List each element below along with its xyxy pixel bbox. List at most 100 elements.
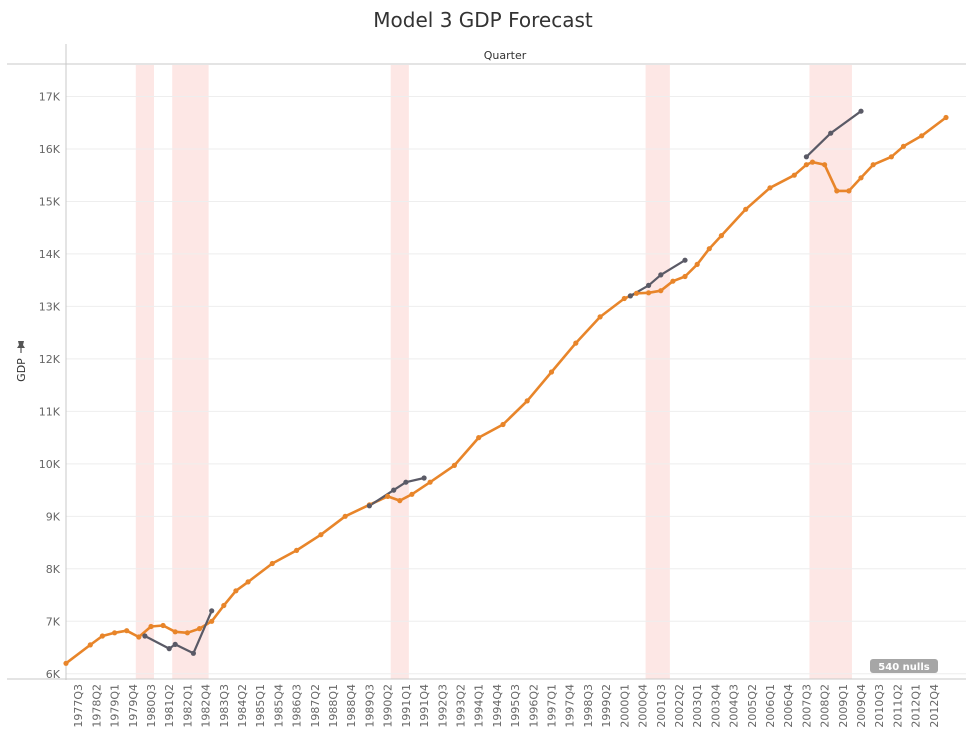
data-point[interactable] (803, 162, 810, 168)
data-point[interactable] (99, 633, 105, 639)
x-tick-label: 2010Q3 (873, 684, 886, 728)
data-point[interactable] (943, 114, 949, 121)
data-point[interactable] (421, 475, 427, 481)
data-point[interactable] (834, 188, 840, 194)
data-point[interactable] (846, 188, 852, 194)
data-point[interactable] (500, 421, 506, 428)
data-point[interactable] (822, 162, 828, 168)
data-point[interactable] (633, 290, 640, 296)
data-point[interactable] (87, 642, 93, 648)
x-tick-label: 1991Q4 (418, 684, 431, 728)
x-tick-label: 1990Q2 (382, 684, 395, 728)
x-tick-label: 1994Q1 (473, 684, 486, 728)
y-tick-label: 9K (46, 510, 61, 523)
y-axis-title: GDP (15, 358, 28, 382)
data-point[interactable] (791, 172, 797, 178)
data-point[interactable] (294, 547, 300, 554)
data-point[interactable] (658, 272, 664, 278)
data-point[interactable] (627, 293, 634, 299)
y-tick-label: 7K (46, 615, 61, 628)
data-point[interactable] (524, 398, 530, 404)
data-point[interactable] (397, 498, 403, 504)
data-point[interactable] (391, 487, 397, 493)
data-point[interactable] (888, 154, 895, 160)
data-point[interactable] (63, 660, 69, 666)
data-point[interactable] (573, 340, 579, 346)
x-tick-label: 1988Q1 (327, 684, 340, 728)
data-point[interactable] (148, 623, 154, 630)
x-tick-labels: 1977Q3 1978Q2 1979Q1 1979Q4 1980Q3 1981Q2 1982… (72, 684, 941, 728)
data-point[interactable] (718, 233, 725, 239)
data-point[interactable] (858, 108, 864, 114)
data-point[interactable] (318, 532, 324, 538)
x-tick-label: 1995Q3 (509, 684, 522, 728)
x-tick-label: 1996Q2 (527, 684, 540, 728)
x-tick-label: 2004Q3 (728, 684, 741, 728)
data-point[interactable] (451, 462, 457, 468)
data-point[interactable] (124, 628, 130, 634)
data-point[interactable] (221, 602, 227, 609)
data-point[interactable] (621, 295, 627, 302)
data-point[interactable] (172, 629, 178, 635)
x-tick-label: 1982Q4 (200, 684, 213, 728)
x-tick-label: 1986Q3 (291, 684, 304, 728)
data-point[interactable] (209, 608, 215, 614)
data-point[interactable] (919, 133, 925, 139)
data-point[interactable] (476, 435, 482, 441)
x-tick-label: 2011Q2 (891, 684, 904, 728)
x-tick-label: 1982Q1 (181, 684, 194, 728)
data-point[interactable] (160, 622, 166, 629)
data-point[interactable] (385, 493, 391, 499)
data-point[interactable] (136, 634, 142, 640)
data-point[interactable] (803, 154, 810, 160)
data-point[interactable] (403, 479, 409, 485)
data-point[interactable] (767, 185, 773, 191)
nulls-badge[interactable]: 540 nulls (870, 659, 938, 673)
data-point[interactable] (646, 290, 652, 296)
data-point[interactable] (245, 579, 251, 585)
data-point[interactable] (694, 261, 700, 267)
x-tick-label: 1992Q3 (436, 684, 449, 728)
data-point[interactable] (670, 278, 676, 284)
data-point[interactable] (682, 273, 688, 280)
data-point[interactable] (209, 618, 215, 624)
data-point[interactable] (142, 633, 148, 639)
x-tick-label: 1989Q3 (363, 684, 376, 728)
y-tick-label: 12K (39, 353, 61, 366)
x-tick-label: 2002Q2 (673, 684, 686, 728)
data-point[interactable] (184, 630, 190, 636)
data-point[interactable] (743, 206, 749, 212)
recession-band (172, 65, 209, 679)
x-tick-label: 1993Q2 (454, 684, 467, 728)
data-point[interactable] (597, 314, 603, 320)
data-point[interactable] (706, 246, 712, 252)
x-tick-label: 1978Q2 (90, 684, 103, 728)
data-point[interactable] (548, 369, 555, 375)
x-tick-label: 1997Q4 (564, 684, 577, 728)
data-point[interactable] (409, 491, 415, 497)
data-point[interactable] (658, 288, 664, 294)
data-point[interactable] (233, 588, 239, 594)
data-point[interactable] (366, 503, 372, 509)
data-point[interactable] (828, 130, 834, 136)
data-point[interactable] (172, 641, 178, 648)
data-point[interactable] (427, 479, 433, 485)
data-point[interactable] (900, 143, 907, 149)
x-tick-label: 2009Q4 (855, 684, 868, 728)
pin-icon[interactable] (17, 341, 25, 353)
data-point[interactable] (646, 282, 652, 288)
data-point[interactable] (112, 630, 118, 636)
header-label: Quarter (484, 49, 527, 62)
y-tick-label: 11K (39, 405, 61, 418)
data-point[interactable] (809, 159, 816, 165)
data-point[interactable] (166, 646, 172, 652)
x-tick-label: 2001Q3 (655, 684, 668, 728)
data-point[interactable] (269, 560, 275, 567)
data-point[interactable] (342, 513, 348, 519)
data-point[interactable] (858, 175, 864, 181)
data-point[interactable] (682, 257, 688, 263)
data-point[interactable] (196, 626, 203, 632)
data-point[interactable] (190, 650, 196, 656)
data-point[interactable] (870, 162, 876, 168)
